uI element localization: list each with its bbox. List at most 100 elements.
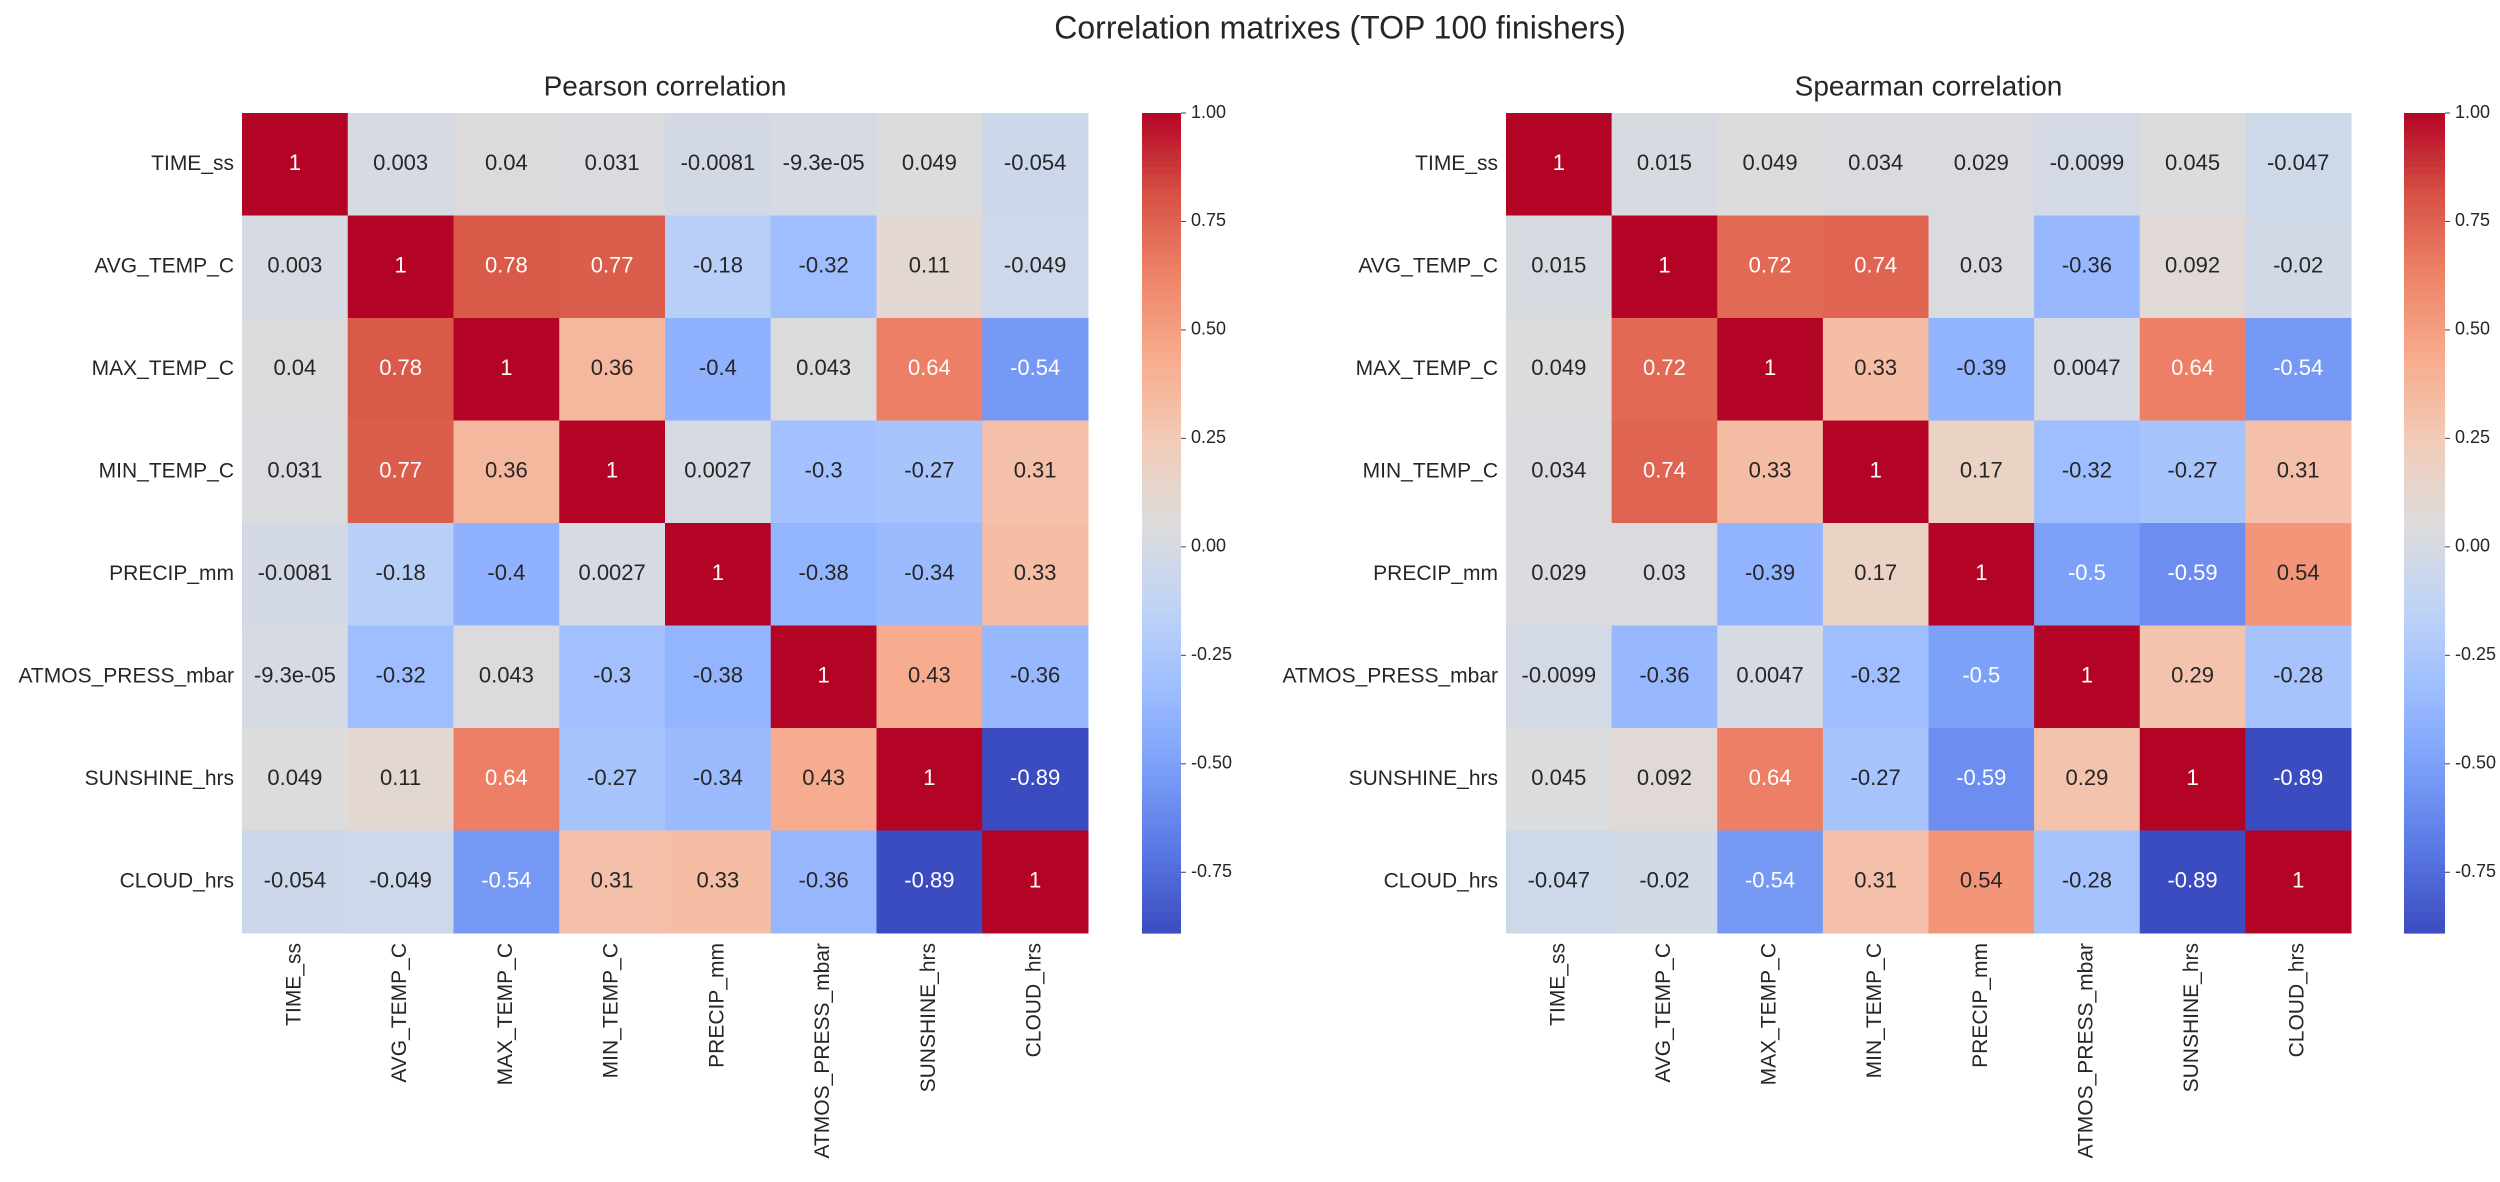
heatmap-cell xyxy=(876,625,983,729)
heatmap-cell xyxy=(876,523,983,626)
cell-annotation: 0.74 xyxy=(1854,253,1897,278)
cell-annotation: 0.72 xyxy=(1643,355,1686,380)
heatmap-cell xyxy=(876,113,983,216)
colorbar-segment xyxy=(1142,126,1181,135)
cell-annotation: 1 xyxy=(712,560,724,585)
heatmap-cell xyxy=(2034,420,2141,524)
heatmap-cell xyxy=(1822,830,1929,934)
cell-annotation: -0.047 xyxy=(1528,868,1590,893)
colorbar-segment xyxy=(1142,174,1181,182)
colorbar-segment xyxy=(1142,188,1181,196)
colorbar-segment xyxy=(2404,557,2445,565)
cell-annotation: 0.33 xyxy=(1749,458,1792,483)
colorbar-tick-label: 1.00 xyxy=(1191,102,1226,122)
x-tick-label: ATMOS_PRESS_mbar xyxy=(2074,943,2097,1159)
heatmap-cell xyxy=(770,625,877,729)
heatmap-cell xyxy=(982,113,1089,216)
x-tick-label: ATMOS_PRESS_mbar xyxy=(811,943,834,1159)
heatmap-cell xyxy=(453,113,560,216)
spearman-heatmap: Spearman correlation 1 0.015 0.049 0.034 0.02… xyxy=(1282,70,2496,1158)
colorbar-segment xyxy=(1142,441,1181,449)
cell-annotation: 0.17 xyxy=(1960,458,2003,483)
heatmap-cell xyxy=(1822,625,1929,729)
colorbar-segment xyxy=(2404,844,2445,852)
cell-annotation: 0.33 xyxy=(1014,560,1057,585)
colorbar-tick-label: 0.25 xyxy=(2455,427,2490,447)
heatmap-cell xyxy=(1506,523,1613,626)
x-tick-label: SUNSHINE_hrs xyxy=(917,943,940,1092)
cell-annotation: 1 xyxy=(1658,253,1670,278)
colorbar-segment xyxy=(2404,249,2445,258)
colorbar-segment xyxy=(2404,236,2445,244)
heatmap-cell xyxy=(1611,523,1718,626)
colorbar-segment xyxy=(2404,857,2445,866)
cell-annotation: 0.54 xyxy=(2277,560,2320,585)
cell-annotation: -0.89 xyxy=(1010,765,1060,790)
colorbar-segment xyxy=(1142,741,1181,750)
cell-annotation: 0.11 xyxy=(380,765,421,790)
colorbar-segment xyxy=(1142,277,1181,285)
heatmap-cell xyxy=(770,420,877,524)
colorbar-segment xyxy=(1142,195,1181,203)
y-tick-label: PRECIP_mm xyxy=(1373,562,1498,585)
cell-annotation: -0.36 xyxy=(1010,663,1060,688)
cell-annotation: -0.5 xyxy=(2068,560,2106,585)
colorbar-segment xyxy=(2404,912,2445,920)
colorbar-segment xyxy=(1142,693,1181,702)
heatmap-cell xyxy=(242,728,349,831)
cell-annotation: -0.89 xyxy=(2167,868,2217,893)
colorbar-segment xyxy=(2404,905,2445,914)
figure-title: Correlation matrixes (TOP 100 finishers) xyxy=(1054,9,1625,45)
heatmap-cell xyxy=(453,830,560,934)
colorbar-segment xyxy=(1142,502,1181,510)
heatmap-cell xyxy=(1822,523,1929,626)
colorbar-segment xyxy=(2404,823,2445,832)
cell-annotation: -0.0099 xyxy=(1522,663,1597,688)
heatmap-cell xyxy=(2034,215,2141,319)
colorbar-segment xyxy=(2404,365,2445,374)
cell-annotation: 1 xyxy=(1870,458,1882,483)
colorbar-segment xyxy=(1142,400,1181,408)
colorbar-segment xyxy=(1142,529,1181,538)
colorbar-segment xyxy=(1142,789,1181,797)
y-tick-label: TIME_ss xyxy=(1415,152,1498,175)
colorbar-segment xyxy=(1142,208,1181,217)
colorbar-segment xyxy=(2404,331,2445,340)
colorbar-segment xyxy=(1142,810,1181,818)
colorbar-segment xyxy=(1142,304,1181,312)
colorbar-segment xyxy=(1142,796,1181,804)
colorbar-segment xyxy=(2404,707,2445,715)
heatmap-cell xyxy=(242,318,349,421)
colorbar-segment xyxy=(2404,290,2445,299)
colorbar-segment xyxy=(1142,263,1181,271)
colorbar-segment xyxy=(1142,857,1181,866)
colorbar-segment xyxy=(1142,454,1181,463)
heatmap-cell xyxy=(2139,420,2246,524)
heatmap-cell xyxy=(347,830,454,934)
colorbar-segment xyxy=(1142,570,1181,579)
cell-annotation: -0.0099 xyxy=(2050,150,2125,175)
heatmap-cell xyxy=(982,523,1089,626)
heatmap-cell xyxy=(665,420,772,524)
colorbar-segment xyxy=(1142,113,1181,121)
colorbar-segment xyxy=(1142,154,1181,162)
colorbar-segment xyxy=(1142,700,1181,709)
y-tick-label: MIN_TEMP_C xyxy=(99,459,234,482)
colorbar-segment xyxy=(2404,400,2445,408)
heatmap-cell xyxy=(876,420,983,524)
cell-annotation: 1 xyxy=(395,253,407,278)
colorbar-segment xyxy=(1142,775,1181,784)
x-tick-label: SUNSHINE_hrs xyxy=(2180,943,2203,1092)
colorbar-segment xyxy=(2404,119,2445,128)
colorbar-segment xyxy=(1142,543,1181,551)
colorbar-tick-label: 0.75 xyxy=(2455,210,2490,230)
colorbar-segment xyxy=(1142,898,1181,907)
colorbar-segment xyxy=(1142,270,1181,278)
heatmap-cell xyxy=(453,523,560,626)
colorbar-segment xyxy=(2404,755,2445,763)
cell-annotation: 1 xyxy=(2081,663,2093,688)
colorbar-segment xyxy=(1142,379,1181,387)
colorbar-segment xyxy=(2404,584,2445,592)
cell-annotation: 1 xyxy=(1975,560,1987,585)
cell-annotation: 1 xyxy=(606,458,618,483)
